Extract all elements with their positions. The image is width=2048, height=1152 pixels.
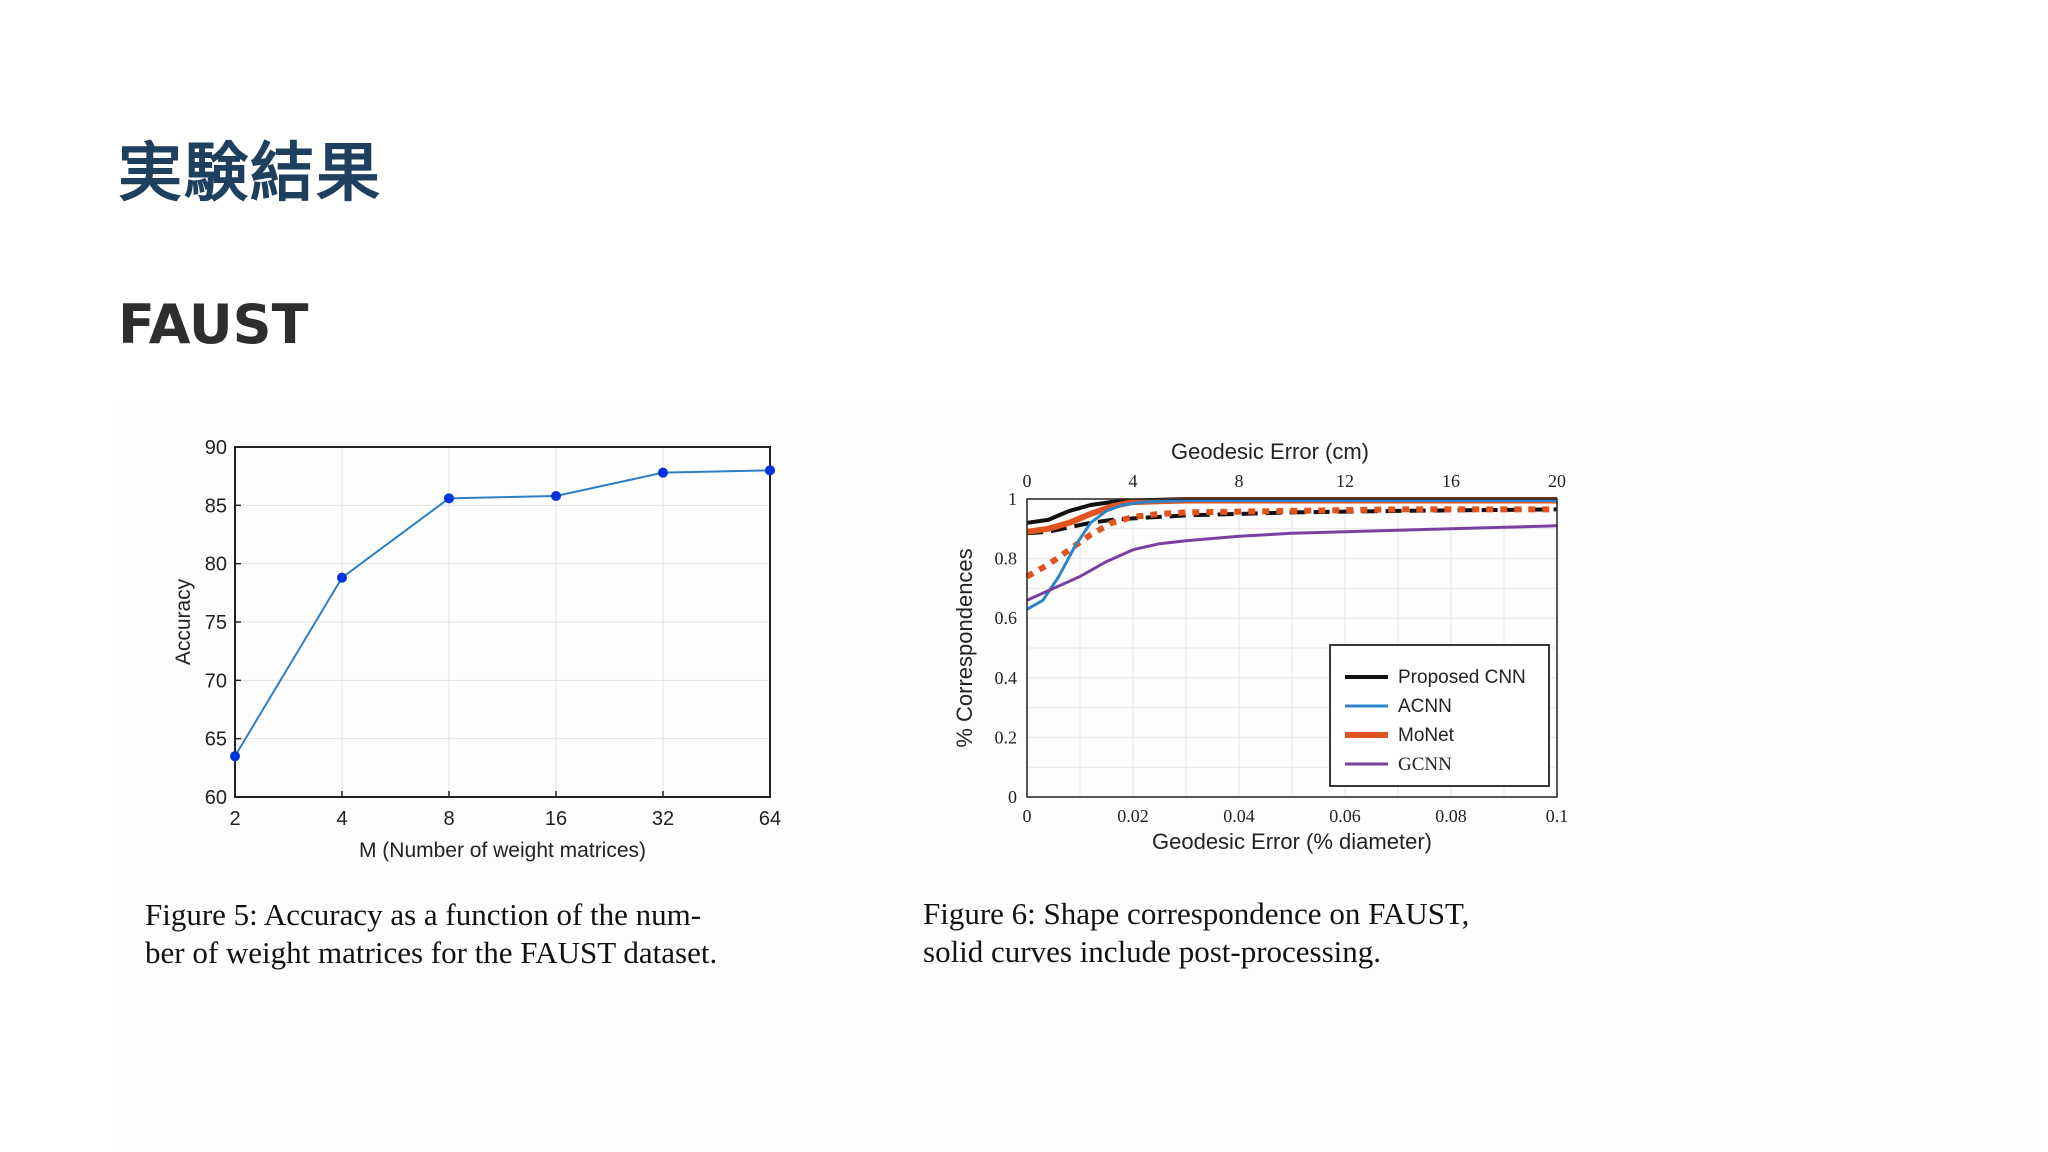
y-tick-label: 80 [205, 554, 227, 576]
figure-6-caption-line-1: Figure 6: Shape correspondence on FAUST, [923, 896, 1470, 931]
y-tick-label: 75 [205, 612, 227, 634]
x-tick-label: 0.04 [1223, 806, 1255, 826]
figure-6-correspondence-chart: 000.0240.0480.06120.08160.12000.20.40.60… [952, 439, 1569, 854]
y-axis-label: % Correspondences [952, 548, 977, 747]
data-point [551, 491, 561, 501]
slide-title: 実験結果 [118, 137, 382, 211]
data-point [765, 465, 775, 476]
x-tick-label: 0 [1023, 806, 1032, 826]
x-tick-label: 0.02 [1117, 806, 1149, 826]
legend-label: GCNN [1398, 754, 1452, 775]
data-point [444, 493, 454, 504]
y-tick-label: 85 [205, 495, 227, 517]
x2-tick-label: 0 [1023, 471, 1032, 491]
figure-5-caption-line-2: ber of weight matrices for the FAUST dat… [145, 935, 718, 970]
figure-5-caption: Figure 5: Accuracy as a function of the … [145, 896, 717, 972]
x-tick-label: 2 [229, 808, 240, 830]
figure-5-caption-line-1: Figure 5: Accuracy as a function of the … [145, 897, 702, 932]
y-tick-label: 0 [1008, 787, 1017, 807]
x-axis-label: Geodesic Error (% diameter) [1152, 829, 1432, 854]
figure-6-caption: Figure 6: Shape correspondence on FAUST,… [923, 895, 1469, 971]
y-tick-label: 0.2 [995, 727, 1018, 747]
x2-tick-label: 20 [1548, 471, 1566, 491]
x-tick-label: 32 [652, 808, 674, 830]
x2-tick-label: 12 [1336, 471, 1354, 491]
slide-subtitle: FAUST [118, 293, 309, 356]
legend-label: ACNN [1398, 696, 1452, 717]
x-tick-label: 0.06 [1329, 806, 1361, 826]
legend-label: Proposed CNN [1398, 667, 1526, 688]
x-tick-label: 0.1 [1546, 806, 1569, 826]
x-axis-label: M (Number of weight matrices) [359, 839, 646, 862]
y-tick-label: 90 [205, 437, 227, 459]
x2-tick-label: 4 [1129, 471, 1138, 491]
figure-5-accuracy-chart: 60 65 70 75 80 85 90 2 4 8 16 32 64 M (Number of weig… [172, 437, 781, 862]
x-tick-label: 8 [443, 808, 454, 830]
x2-axis-label: Geodesic Error (cm) [1171, 439, 1369, 464]
x-tick-label: 4 [336, 808, 347, 830]
x-tick-label: 16 [545, 808, 567, 830]
figure-6-caption-line-2: solid curves include post-processing. [923, 934, 1382, 969]
x2-tick-label: 8 [1235, 471, 1244, 491]
y-tick-label: 60 [205, 787, 227, 809]
y-axis-label: Accuracy [172, 578, 195, 665]
y-tick-label: 0.6 [995, 608, 1018, 628]
data-point [337, 572, 347, 583]
legend-label: MoNet [1398, 725, 1455, 746]
series-line-5 [1026, 524, 1558, 602]
data-point [658, 467, 668, 478]
y-tick-label: 1 [1008, 489, 1017, 509]
y-tick-label: 0.4 [995, 668, 1018, 688]
y-tick-label: 70 [205, 670, 227, 692]
y-tick-label: 0.8 [995, 549, 1018, 569]
x2-tick-label: 16 [1442, 471, 1460, 491]
x-tick-label: 64 [759, 808, 781, 830]
series-line-1 [1026, 507, 1558, 536]
series-line [234, 469, 771, 757]
y-tick-label: 65 [205, 729, 227, 751]
x-tick-label: 0.08 [1435, 806, 1467, 826]
data-point [230, 751, 240, 762]
plot-frame [1026, 498, 1558, 798]
